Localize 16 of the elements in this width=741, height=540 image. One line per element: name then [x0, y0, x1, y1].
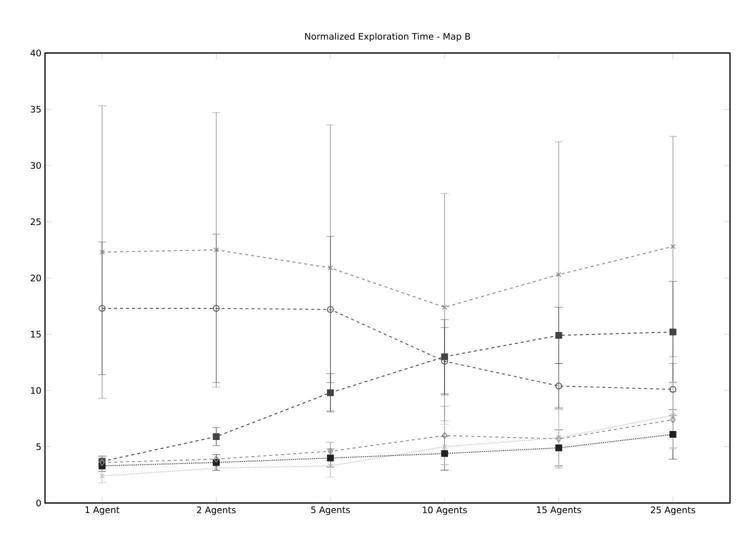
y-tick-label: 10 — [31, 387, 41, 394]
y-tick-label: 40 — [30, 50, 41, 56]
y-tick-label: 35 — [30, 106, 41, 113]
y-tick-label: 25 — [30, 218, 41, 226]
y-tick-label: 0 — [36, 500, 41, 506]
x-tick-label: 1 Agent — [86, 506, 120, 515]
x-tick-label: 5 Agents — [311, 506, 350, 515]
y-tick-label: 30 — [30, 162, 41, 169]
chart-title: Normalized Exploration Time - Map B — [305, 32, 470, 42]
y-tick-label: 20 — [30, 274, 41, 282]
x-tick-label: 2 Agents — [197, 506, 236, 516]
y-tick-label: 15 — [31, 330, 41, 338]
x-tick-label: 15 Agents — [537, 506, 582, 515]
x-tick-label: 10 Agents — [422, 506, 467, 516]
y-tick-label: 5 — [36, 443, 41, 450]
x-tick-label: 25 Agents — [650, 506, 696, 516]
